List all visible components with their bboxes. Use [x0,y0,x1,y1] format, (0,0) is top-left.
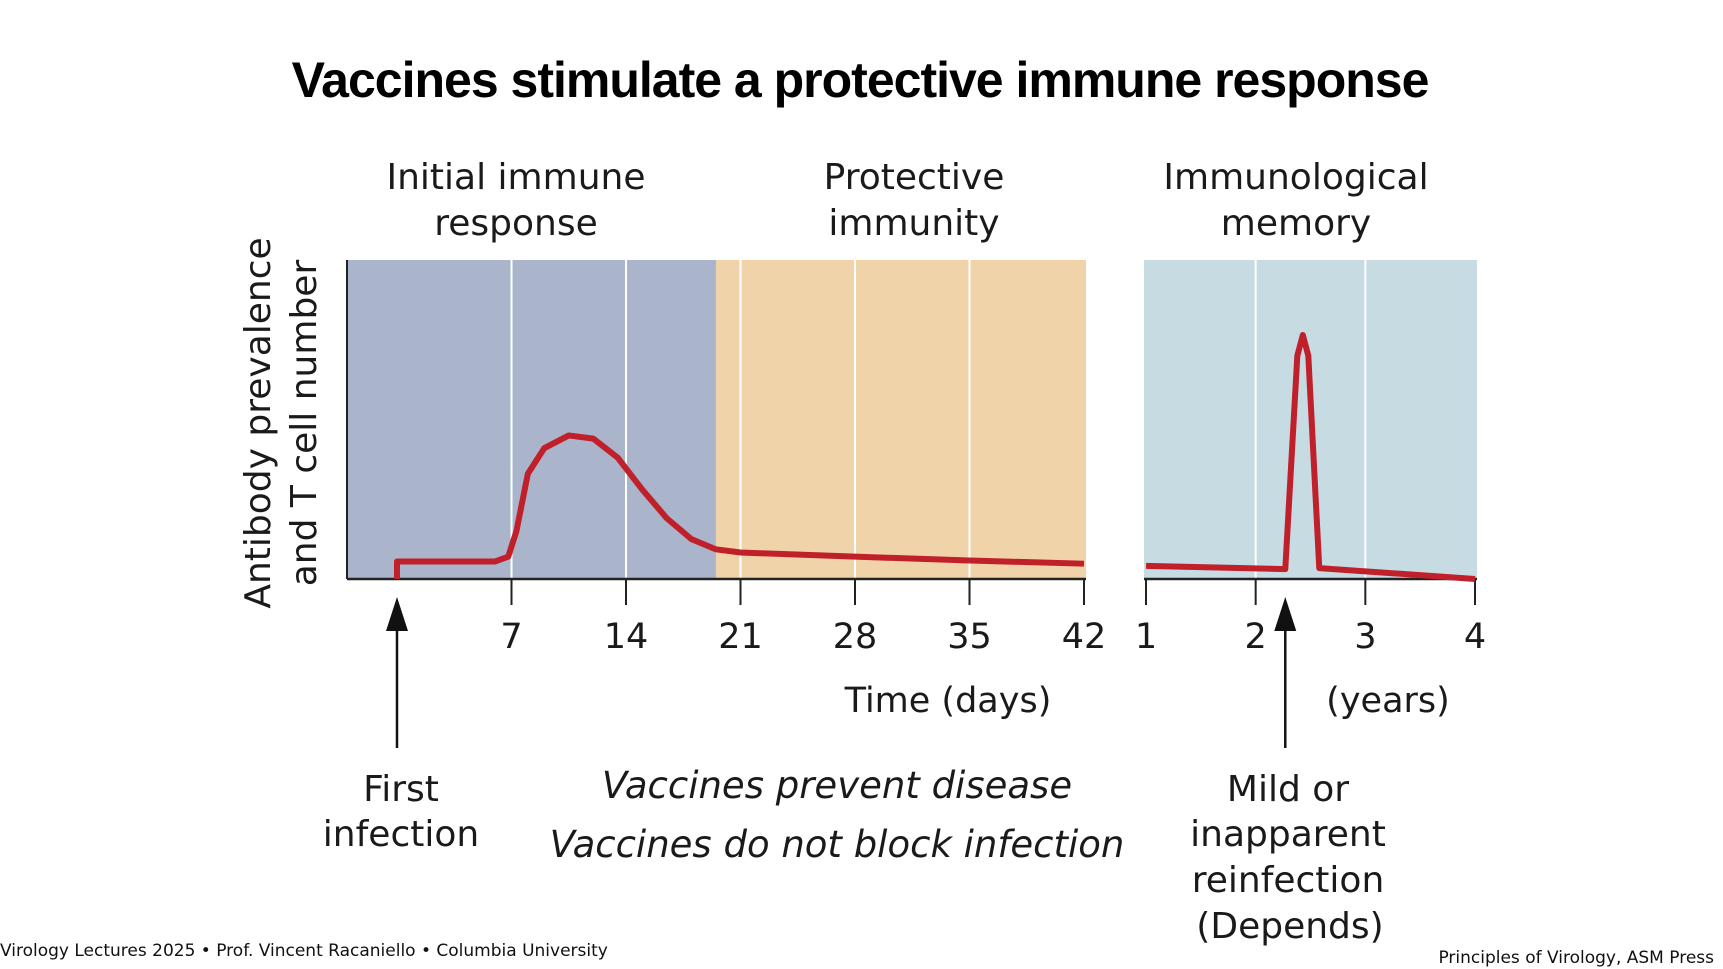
x-tick-label: 1 [1135,617,1157,657]
phase-label-protective: Protective immunity [824,157,1005,244]
note-line: (Depends) [1196,906,1383,947]
footer-right: Principles of Virology, ASM Press [1438,948,1714,968]
x-tick-label: 2 [1245,617,1267,657]
x-tick-label: 14 [604,617,649,657]
x-tick-label: 42 [1062,617,1107,657]
phase-label-line: Immunological [1163,157,1428,198]
phase-label-line: memory [1221,203,1371,244]
phase-label-line: response [434,203,598,244]
note-line: inapparent [1190,814,1386,855]
note-prevent-disease: Vaccines prevent disease [602,764,1072,807]
reinfection-label: Mild or inapparent reinfection (Depends) [1190,769,1386,947]
note-line: reinfection [1192,860,1385,901]
event-arrow-head [1274,597,1297,631]
note-no-block-infection: Vaccines do not block infection [550,823,1125,866]
phase-background-protective [715,260,1086,579]
footer-left: Virology Lectures 2025 • Prof. Vincent R… [0,941,608,961]
first-infection-label: First infection [323,769,479,855]
x-tick-label: 28 [833,617,878,657]
event-arrow-head [386,597,408,631]
series-line-years [1145,331,1476,582]
phase-label-memory: Immunological memory [1163,157,1428,244]
phase-label-initial: Initial immune response [387,157,646,244]
y-axis-label-line: and T cell number [284,260,325,587]
note-line: infection [323,814,479,855]
x-tick-label: 3 [1354,617,1376,657]
plot-area: 7 14 21 28 35 42 1 2 3 4 [346,260,1486,748]
y-axis-label: Antibody prevalence and T cell number [238,237,325,608]
slide-title: Vaccines stimulate a protective immune r… [292,52,1429,108]
note-line: First [363,769,439,810]
x-tick-label: 7 [500,617,522,657]
x-tick-label: 4 [1464,617,1486,657]
x-axis-label-days: Time (days) [844,681,1052,721]
phase-label-line: immunity [828,203,999,244]
note-line: Mild or [1227,769,1349,810]
phase-label-line: Initial immune [387,157,646,198]
x-axis-label-years: (years) [1326,681,1450,721]
series-line-days [394,432,1085,579]
x-tick-label: 21 [718,617,763,657]
x-tick-label: 35 [947,617,992,657]
y-axis-label-line: Antibody prevalence [238,237,279,608]
phase-label-line: Protective [824,157,1005,198]
phase-background-initial [347,260,716,579]
